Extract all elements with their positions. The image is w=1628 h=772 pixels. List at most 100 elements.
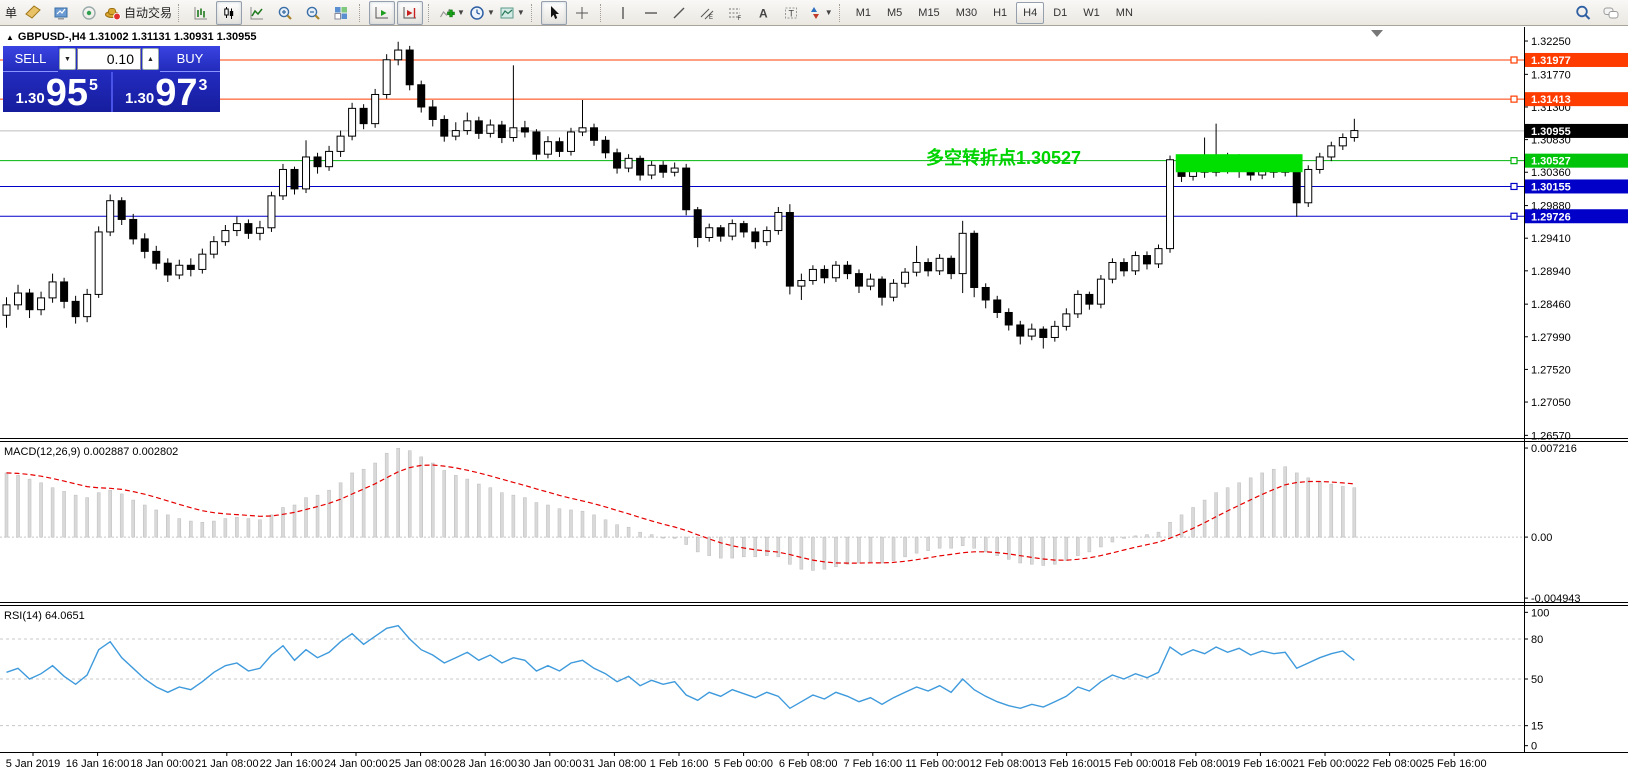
time-axis-label: 18 Feb 08:00 [1163, 758, 1228, 770]
candles-icon [224, 6, 234, 19]
candle-body [901, 271, 910, 284]
text-button[interactable]: A [750, 1, 776, 25]
macd-axis-label: 0.00 [1531, 532, 1552, 544]
candle-body [866, 278, 875, 287]
equidistant-channel-button[interactable]: E [694, 1, 720, 25]
candle-body [682, 167, 691, 211]
trendline-button[interactable] [666, 1, 692, 25]
timeframe-button-W1[interactable]: W1 [1083, 6, 1100, 19]
partial-toolbar-button[interactable]: 单 [5, 6, 18, 20]
macd-histogram-bar [223, 518, 228, 538]
level-end-marker[interactable] [1510, 157, 1518, 165]
text-t-icon: T [784, 7, 797, 18]
level-end-marker[interactable] [1510, 182, 1518, 191]
volume-increase-button[interactable]: ▲ [142, 48, 159, 70]
price-axis-label: 1.26570 [1531, 430, 1571, 442]
line-chart-button[interactable] [244, 1, 270, 25]
volume-input[interactable] [77, 48, 141, 70]
hline-icon [644, 11, 657, 14]
publish-button[interactable] [48, 1, 74, 25]
candle-body [1327, 145, 1336, 158]
macd-histogram-bar [511, 494, 516, 538]
fibonacci-button[interactable]: F [722, 1, 748, 25]
search-button[interactable] [1570, 1, 1596, 25]
sell-button[interactable]: SELL [3, 46, 58, 72]
candle-body [163, 262, 172, 276]
sell-price[interactable]: 1.30 95 5 [3, 72, 113, 112]
macd-histogram-bar [292, 504, 297, 538]
macd-histogram-bar [235, 517, 239, 538]
buy-price-prefix: 1.30 [125, 90, 155, 107]
highlight-rectangle[interactable] [1175, 154, 1303, 173]
chart-shift-marker-icon[interactable] [1371, 30, 1383, 37]
macd-histogram-bar [1122, 536, 1126, 539]
signals-button[interactable] [76, 1, 102, 25]
timeframe-button-H1[interactable]: H1 [993, 6, 1008, 19]
candle-body [117, 200, 126, 220]
timeframe-button-M15[interactable]: M15 [918, 6, 940, 19]
new-order-button[interactable] [20, 1, 46, 25]
candle-body [1085, 293, 1094, 305]
symbol-ohlc-text: GBPUSD-,H4 1.31002 1.31131 1.30931 1.309… [17, 31, 257, 43]
macd-histogram-bar [1053, 536, 1057, 565]
vertical-line-button[interactable] [610, 1, 636, 25]
collapse-icon[interactable]: ▲ [6, 33, 14, 42]
tile-windows-button[interactable] [328, 1, 354, 25]
arrows-button[interactable]: ▼ [806, 1, 834, 25]
candle-body [624, 157, 633, 169]
timeframe-button-H4[interactable]: H4 [1016, 1, 1045, 24]
candle-body [958, 232, 967, 275]
macd-histogram-bar [1260, 472, 1264, 538]
buy-price[interactable]: 1.30 97 3 [113, 72, 221, 112]
macd-histogram-bar [1202, 499, 1207, 538]
timeframe-button-D1[interactable]: D1 [1053, 6, 1068, 19]
autotrading-button[interactable]: 自动交易 [104, 1, 173, 25]
level-end-marker[interactable] [1510, 95, 1518, 103]
candle-body [371, 93, 380, 125]
candle-body [716, 227, 725, 237]
macd-histogram-bar [822, 536, 827, 570]
timeframe-button-MN[interactable]: MN [1115, 6, 1133, 19]
macd-histogram-bar [672, 536, 677, 539]
toolbar-separator [359, 3, 364, 22]
buy-button[interactable]: BUY [160, 46, 220, 72]
timeframe-button-M30[interactable]: M30 [955, 6, 978, 19]
timeframe-button-M1[interactable]: M1 [855, 6, 871, 19]
candle-body [451, 130, 460, 137]
volume-decrease-button[interactable]: ▼ [59, 48, 76, 70]
crosshair-button[interactable] [569, 1, 595, 25]
bar-chart-button[interactable] [188, 1, 214, 25]
level-end-marker[interactable] [1510, 56, 1518, 64]
chart-shift-button[interactable] [397, 0, 424, 25]
chat-button[interactable] [1598, 1, 1624, 25]
cursor-button[interactable] [540, 0, 567, 25]
text-label-button[interactable]: T [778, 1, 804, 25]
templates-button[interactable]: ▼ [498, 1, 526, 25]
horizontal-line-button[interactable] [638, 1, 664, 25]
time-axis-label: 31 Jan 08:00 [583, 758, 647, 770]
macd-histogram-bar [85, 497, 89, 538]
candle-body [1096, 278, 1105, 305]
candle-body [728, 223, 737, 237]
toolbar-separator [838, 3, 844, 22]
time-axis-label: 21 Jan 08:00 [195, 758, 259, 770]
vline-icon [622, 6, 624, 19]
rsi-axis-label: 80 [1531, 634, 1543, 646]
channel-icon: E [700, 8, 714, 21]
macd-histogram-bar [27, 478, 32, 538]
periods-button[interactable]: ▼ [468, 1, 496, 25]
candle-body [820, 268, 829, 279]
auto-scroll-button[interactable] [369, 0, 396, 25]
timeframe-button-M5[interactable]: M5 [887, 6, 903, 19]
candle-body [912, 261, 921, 273]
zoom-in-button[interactable] [272, 1, 298, 25]
level-end-marker[interactable] [1510, 212, 1518, 220]
symbol-header[interactable]: ▲ GBPUSD-,H4 1.31002 1.31131 1.30931 1.30… [6, 31, 256, 43]
zoom-out-button[interactable] [300, 1, 326, 25]
candlestick-chart-button[interactable] [216, 0, 243, 25]
indicators-button[interactable]: ▼ [438, 1, 466, 25]
macd-axis-label: -0.004943 [1531, 593, 1581, 605]
macd-histogram-bar [1168, 522, 1172, 538]
